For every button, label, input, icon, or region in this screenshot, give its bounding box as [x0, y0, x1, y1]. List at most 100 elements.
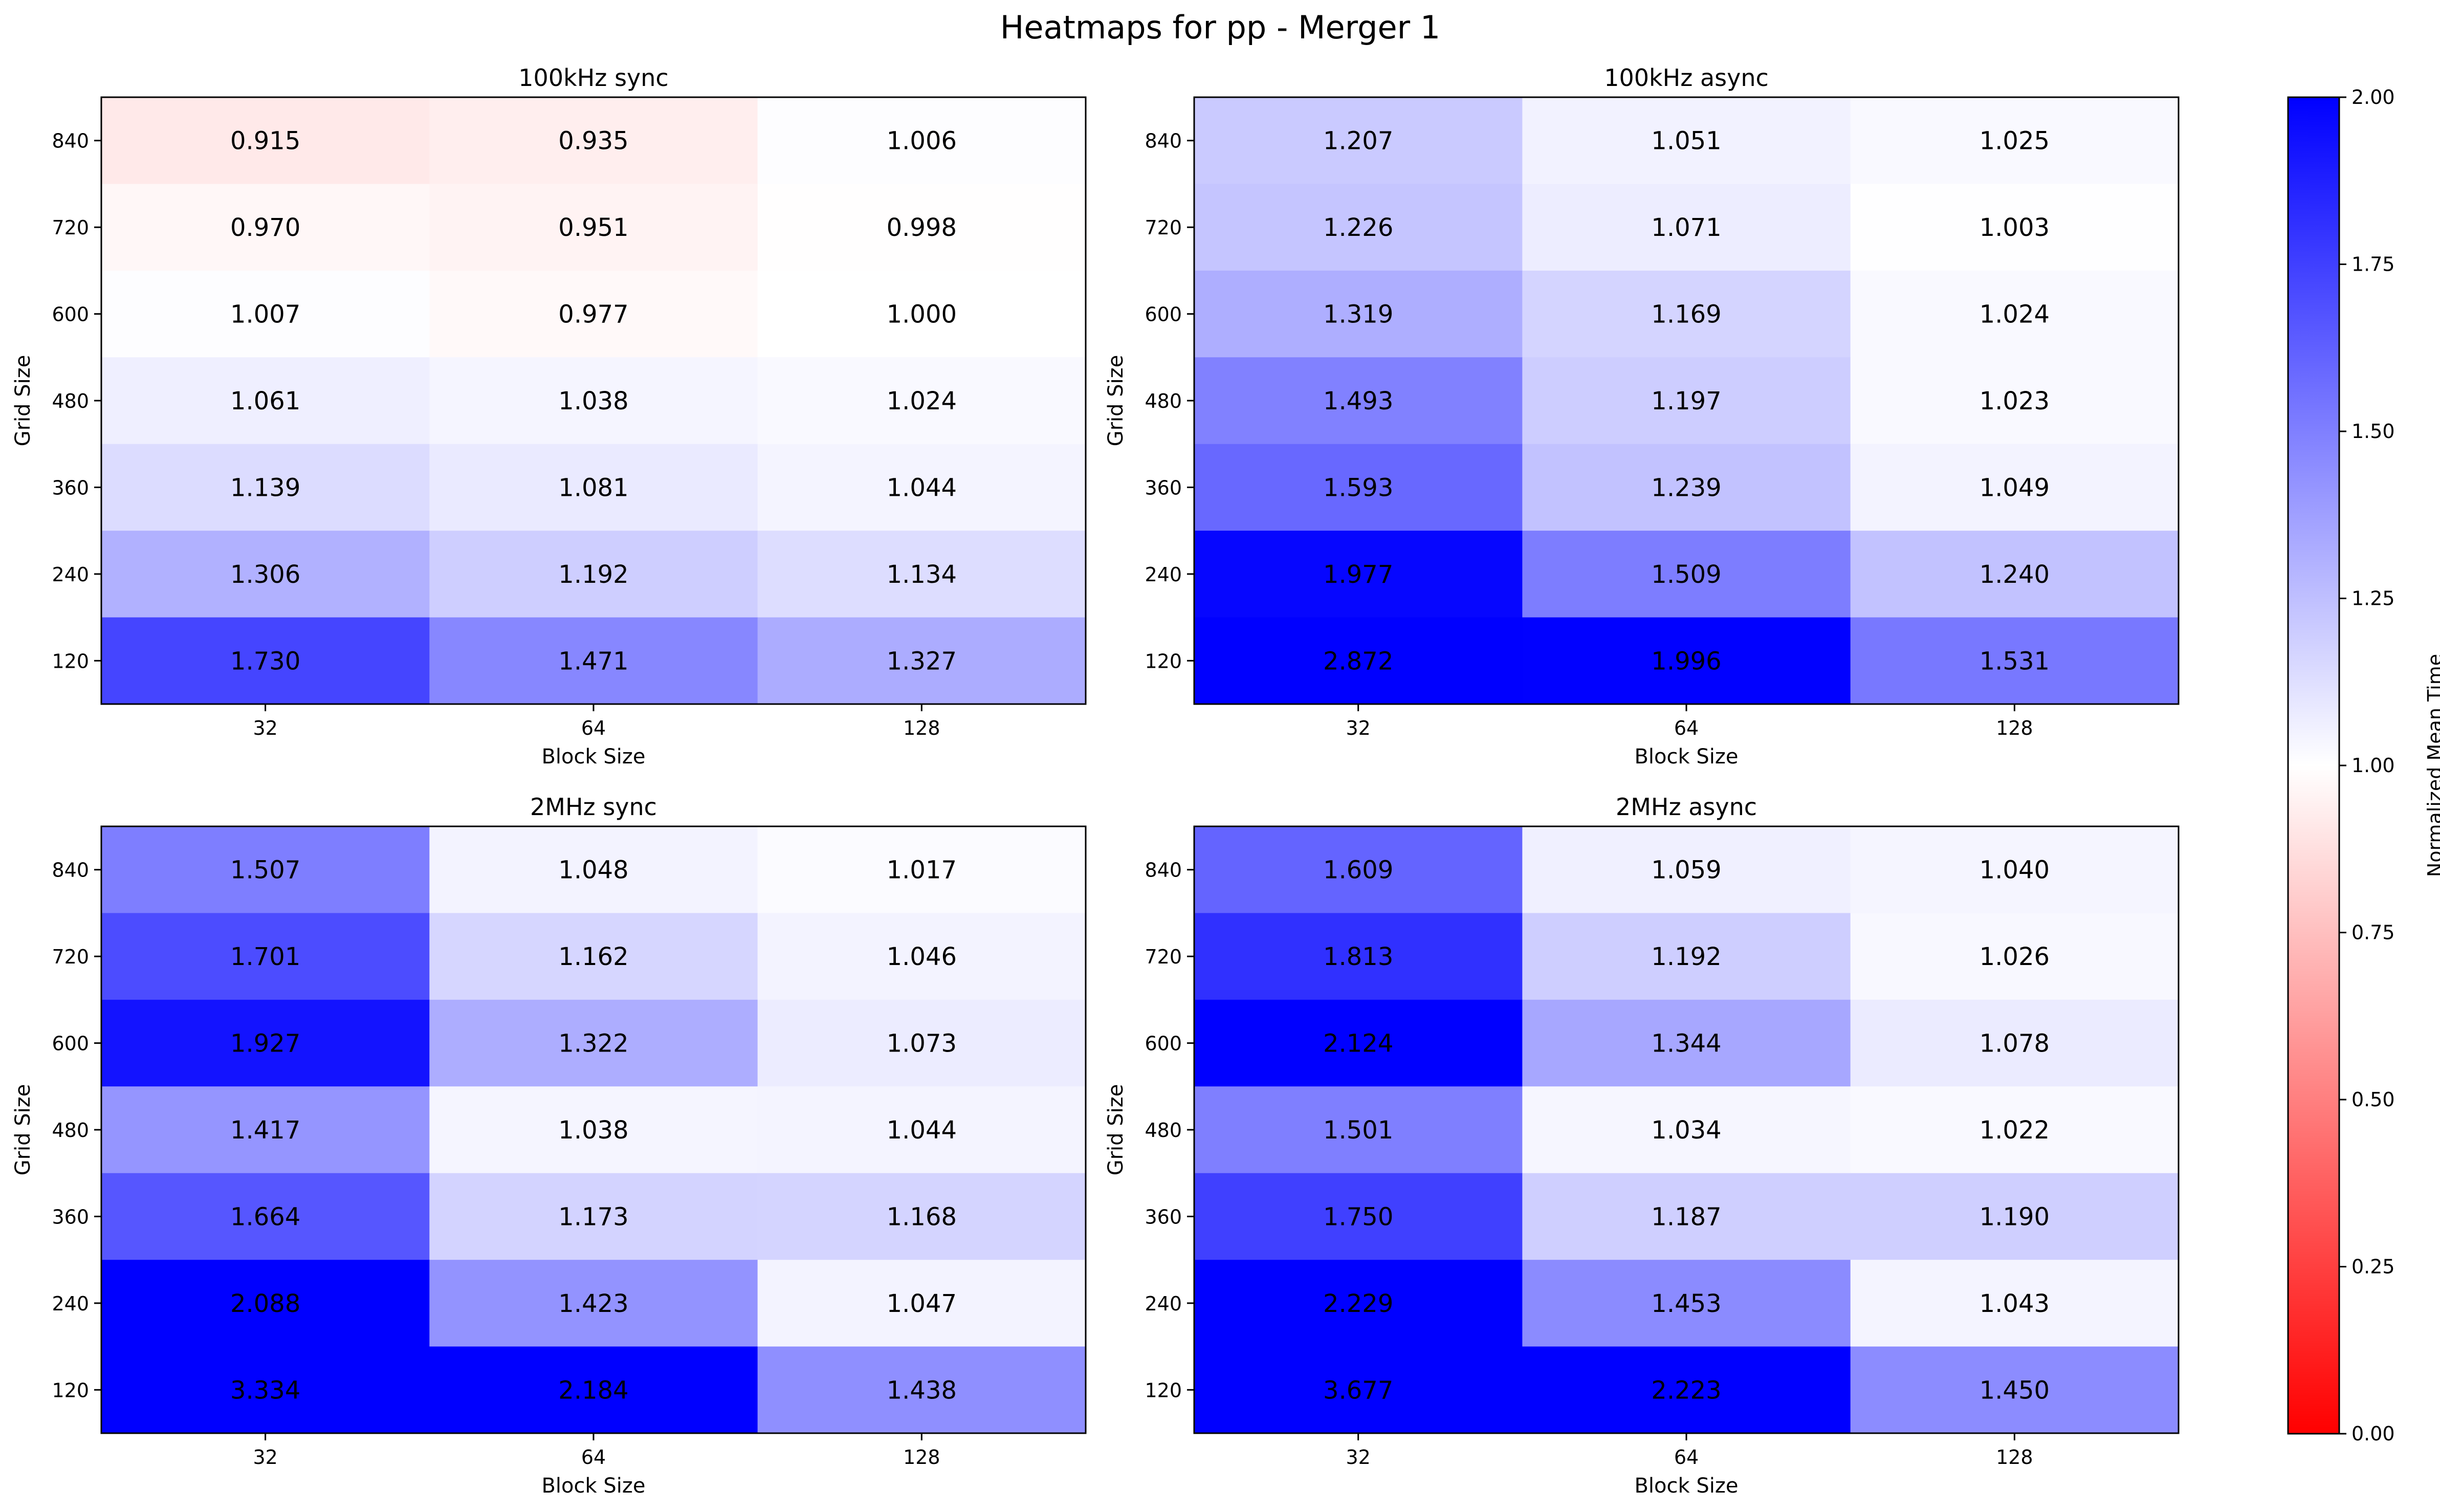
heatmap-cell	[1850, 617, 2179, 705]
heatmap-panel-100khz-sync: 0.915 0.935 1.006 0.970 0.951 0.998 1.007 0.977…	[11, 64, 1087, 769]
y-tick-label: 720	[52, 946, 89, 968]
cell-value-label: 1.026	[1980, 943, 2050, 971]
cell-value-label: 1.044	[887, 473, 957, 502]
heatmap-cell	[1522, 999, 1851, 1087]
x-tick-label: 64	[1674, 1446, 1699, 1469]
y-tick-label: 360	[52, 476, 89, 499]
cell-value-label: 2.223	[1651, 1376, 1721, 1405]
cell-value-label: 1.024	[887, 387, 957, 415]
heatmap-cell	[1850, 999, 2179, 1087]
cell-value-label: 1.750	[1323, 1202, 1393, 1231]
colorbar-tick-label: 2.00	[2351, 86, 2395, 108]
cell-value-label: 1.048	[558, 856, 628, 885]
heatmap-cell	[429, 617, 758, 705]
x-tick-label: 128	[903, 1446, 940, 1469]
heatmap-cell	[1194, 444, 1523, 531]
colorbar-tick-label: 1.75	[2351, 253, 2395, 276]
heatmap-cell	[101, 357, 430, 445]
cell-value-label: 2.229	[1323, 1289, 1393, 1318]
cell-value-label: 1.493	[1323, 387, 1393, 415]
heatmap-cell	[1850, 270, 2179, 358]
cell-value-label: 1.024	[1980, 300, 2050, 329]
cell-value-label: 1.022	[1980, 1116, 2050, 1145]
cell-value-label: 1.134	[887, 560, 957, 589]
cell-value-label: 1.190	[1980, 1202, 2050, 1231]
heatmap-cell	[1194, 531, 1523, 618]
heatmap-cell	[1522, 184, 1851, 271]
cell-value-label: 2.872	[1323, 647, 1393, 675]
colorbar-tick-label: 0.50	[2351, 1088, 2395, 1111]
cell-value-label: 1.996	[1651, 647, 1721, 675]
heatmap-cell	[1850, 184, 2179, 271]
heatmap-cell	[1850, 826, 2179, 914]
y-tick-label: 240	[52, 1292, 89, 1315]
cell-value-label: 1.438	[887, 1376, 957, 1405]
x-axis-label: Block Size	[541, 745, 645, 769]
panel-title: 2MHz async	[1616, 793, 1757, 821]
cell-value-label: 1.609	[1323, 856, 1393, 885]
cell-value-label: 1.664	[230, 1202, 300, 1231]
heatmap-cell	[101, 617, 430, 705]
heatmap-cell	[101, 270, 430, 358]
heatmap-cell	[101, 826, 430, 914]
colorbar-tick-label: 0.25	[2351, 1256, 2395, 1278]
y-tick-label: 120	[52, 650, 89, 672]
cell-value-label: 1.187	[1651, 1202, 1721, 1231]
heatmap-cell	[757, 999, 1086, 1087]
cell-value-label: 1.044	[887, 1116, 957, 1145]
cell-value-label: 1.306	[230, 560, 300, 589]
figure-title: Heatmaps for pp - Merger 1	[1000, 9, 1440, 46]
cell-value-label: 0.915	[230, 127, 300, 156]
heatmap-cell	[101, 913, 430, 1000]
heatmap-cell	[1522, 826, 1851, 914]
colorbar-tick-label: 0.75	[2351, 922, 2395, 944]
heatmap-cell	[429, 97, 758, 185]
heatmap-cell	[757, 1173, 1086, 1260]
cell-value-label: 1.000	[887, 300, 957, 329]
heatmap-cell	[101, 1260, 430, 1347]
heatmap-cell	[757, 1086, 1086, 1174]
heatmap-cell	[101, 1173, 430, 1260]
cell-value-label: 1.509	[1651, 560, 1721, 589]
cell-value-label: 1.046	[887, 943, 957, 971]
y-tick-label: 600	[52, 1033, 89, 1055]
heatmap-cell	[1850, 444, 2179, 531]
heatmap-cell	[1194, 1173, 1523, 1260]
cell-value-label: 2.184	[558, 1376, 628, 1405]
cell-value-label: 1.162	[558, 943, 628, 971]
heatmap-cell	[101, 531, 430, 618]
cell-value-label: 1.025	[1980, 127, 2050, 156]
cell-value-label: 1.701	[230, 943, 300, 971]
y-tick-label: 720	[1145, 946, 1182, 968]
y-axis-label: Grid Size	[11, 355, 35, 447]
y-tick-label: 720	[1145, 216, 1182, 239]
cell-value-label: 1.038	[558, 387, 628, 415]
cell-value-label: 1.501	[1323, 1116, 1393, 1145]
heatmap-cell	[1850, 97, 2179, 185]
cell-value-label: 1.207	[1323, 127, 1393, 156]
x-tick-label: 64	[581, 717, 606, 739]
heatmap-panel-2mhz-sync: 1.507 1.048 1.017 1.701 1.162 1.046 1.927 1.322…	[11, 793, 1087, 1498]
heatmap-cell	[101, 97, 430, 185]
cell-value-label: 1.593	[1323, 473, 1393, 502]
y-tick-label: 360	[1145, 476, 1182, 499]
cell-value-label: 1.078	[1980, 1029, 2050, 1058]
y-axis-label: Grid Size	[11, 1084, 35, 1176]
heatmap-cell	[429, 826, 758, 914]
heatmap-cell	[757, 184, 1086, 271]
colorbar-tick-label: 1.50	[2351, 420, 2395, 443]
cell-value-label: 0.970	[230, 213, 300, 242]
heatmap-cell	[757, 270, 1086, 358]
heatmap-cell	[1522, 617, 1851, 705]
heatmap-cell	[1194, 999, 1523, 1087]
y-tick-label: 480	[1145, 390, 1182, 412]
cell-value-label: 1.192	[1651, 943, 1721, 971]
colorbar-tick-label: 1.00	[2351, 754, 2395, 777]
heatmap-cell	[1194, 913, 1523, 1000]
y-tick-label: 600	[1145, 1033, 1182, 1055]
y-tick-label: 720	[52, 216, 89, 239]
heatmap-cell	[429, 1173, 758, 1260]
heatmap-panel-100khz-async: 1.207 1.051 1.025 1.226 1.071 1.003 1.319 1.169…	[1104, 64, 2180, 769]
colorbar-label: Normalized Mean Time	[2424, 654, 2440, 877]
heatmap-cell	[1850, 1086, 2179, 1174]
